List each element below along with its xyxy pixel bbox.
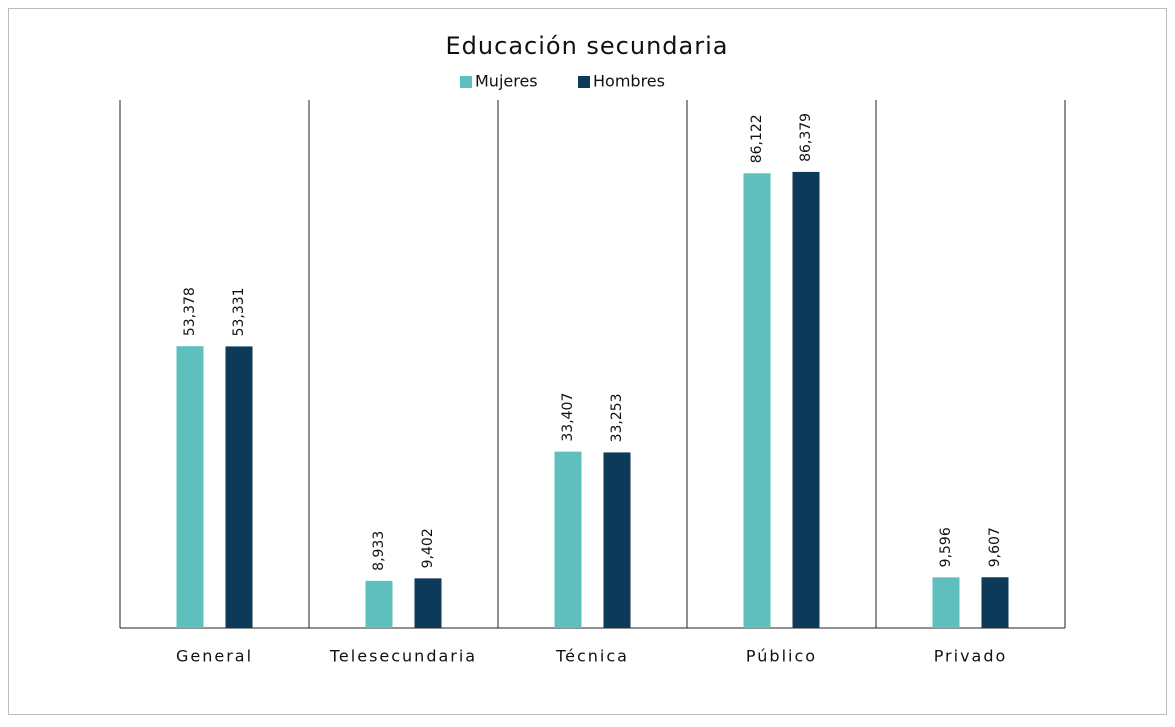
value-label: 53,378 [182,287,198,336]
legend-swatch [578,76,590,88]
legend-label: Hombres [593,72,665,91]
value-label: 9,596 [938,527,954,567]
legend-swatch [460,76,472,88]
value-label: 53,331 [231,287,247,336]
value-label: 86,379 [798,113,814,162]
bar [365,580,393,628]
x-tick-label: Técnica [555,647,629,666]
value-label: 86,122 [749,114,765,163]
value-label: 9,402 [420,528,436,568]
bar [225,346,253,628]
x-tick-label: General [176,647,253,666]
legend-label: Mujeres [475,72,538,91]
bar [603,452,631,628]
bar [554,451,582,628]
value-label: 8,933 [371,531,387,571]
x-tick-label: Privado [934,647,1008,666]
x-tick-label: Telesecundaria [329,647,477,666]
x-tick-label: Público [746,647,817,666]
value-label: 33,407 [560,393,576,442]
bar [176,346,204,628]
bar [414,578,442,628]
bar [792,171,820,628]
value-label: 33,253 [609,393,625,442]
bar [743,173,771,629]
bar [932,577,960,628]
value-label: 9,607 [987,527,1003,567]
bar [981,577,1009,628]
chart-title: Educación secundaria [446,32,729,60]
